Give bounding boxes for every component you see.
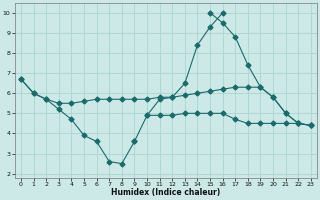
- X-axis label: Humidex (Indice chaleur): Humidex (Indice chaleur): [111, 188, 220, 197]
